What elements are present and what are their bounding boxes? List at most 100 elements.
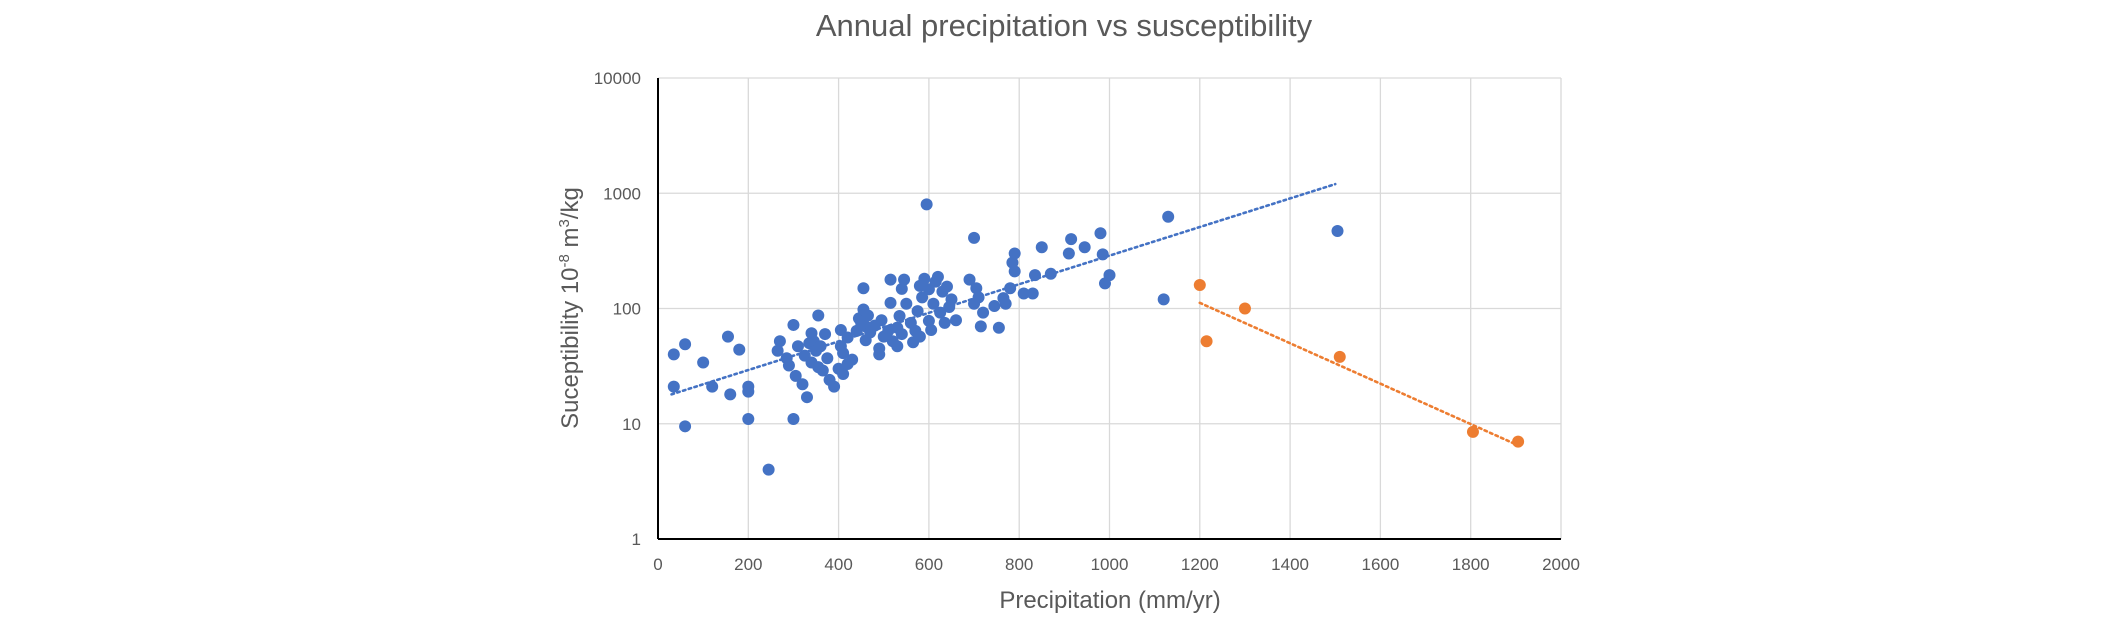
data-point-series-1 bbox=[922, 314, 935, 327]
data-point-series-1 bbox=[782, 359, 795, 372]
data-point-series-1 bbox=[911, 305, 924, 318]
data-point-series-1 bbox=[819, 328, 832, 341]
data-point-series-1 bbox=[846, 353, 859, 366]
y-axis-label-base: Suceptibility 10 bbox=[557, 267, 584, 428]
data-point-series-1 bbox=[841, 331, 854, 344]
data-point-series-1 bbox=[900, 297, 913, 310]
x-tick-labels: 0 200 400 600 800 1000 1200 1400 1600 1800 2000 bbox=[653, 555, 1580, 574]
data-point-series-1 bbox=[882, 324, 895, 337]
data-point-series-1 bbox=[949, 314, 962, 327]
data-point-series-1 bbox=[1017, 287, 1030, 300]
data-point-series-1 bbox=[742, 385, 755, 398]
data-point-series-1 bbox=[970, 282, 983, 295]
data-point-series-1 bbox=[812, 309, 825, 322]
trendline-series-1 bbox=[670, 182, 1337, 396]
data-point-series-1 bbox=[762, 463, 775, 476]
data-point-series-1 bbox=[861, 309, 874, 322]
x-tick-label: 1800 bbox=[1452, 555, 1490, 574]
data-point-series-1 bbox=[733, 343, 746, 356]
data-point-series-1 bbox=[667, 348, 680, 361]
gridlines bbox=[658, 77, 1562, 539]
data-point-series-1 bbox=[1044, 267, 1057, 280]
x-tick-label: 400 bbox=[824, 555, 852, 574]
data-point-series-1 bbox=[925, 324, 938, 337]
data-point-series-2 bbox=[1333, 350, 1346, 363]
data-point-series-2 bbox=[1193, 278, 1206, 291]
y-tick-label: 1 bbox=[632, 530, 641, 549]
x-tick-label: 200 bbox=[734, 555, 762, 574]
data-point-series-1 bbox=[916, 291, 929, 304]
data-point-series-1 bbox=[1162, 210, 1175, 223]
x-tick-label: 1400 bbox=[1271, 555, 1309, 574]
data-point-series-1 bbox=[771, 344, 784, 357]
data-point-series-1 bbox=[927, 297, 940, 310]
x-tick-label: 0 bbox=[653, 555, 662, 574]
data-point-series-1 bbox=[791, 340, 804, 353]
y-axis-label-sup2: 3 bbox=[556, 219, 573, 227]
data-point-series-1 bbox=[787, 318, 800, 331]
data-point-series-1 bbox=[667, 380, 680, 393]
trendlines bbox=[670, 182, 1520, 447]
data-point-series-1 bbox=[1026, 287, 1039, 300]
data-point-series-1 bbox=[988, 300, 1001, 313]
data-point-series-1 bbox=[972, 291, 985, 304]
data-point-series-1 bbox=[968, 231, 981, 244]
y-tick-label: 100 bbox=[613, 300, 641, 319]
y-tick-labels: 1 10 100 1000 10000 bbox=[594, 69, 641, 549]
data-point-series-1 bbox=[940, 280, 953, 293]
data-point-series-1 bbox=[875, 314, 888, 327]
data-point-series-1 bbox=[992, 321, 1005, 334]
data-point-series-1 bbox=[884, 296, 897, 309]
data-point-series-2 bbox=[1512, 435, 1525, 448]
data-point-series-1 bbox=[893, 310, 906, 323]
y-axis-label-end: /kg bbox=[557, 187, 584, 219]
data-point-series-1 bbox=[891, 340, 904, 353]
data-point-series-1 bbox=[828, 380, 841, 393]
data-point-series-2 bbox=[1238, 302, 1251, 315]
axes bbox=[657, 78, 1561, 540]
x-tick-label: 2000 bbox=[1542, 555, 1580, 574]
data-point-series-1 bbox=[999, 297, 1012, 310]
data-point-series-1 bbox=[721, 330, 734, 343]
data-point-series-1 bbox=[816, 364, 829, 377]
data-point-series-1 bbox=[789, 369, 802, 382]
data-point-series-1 bbox=[963, 273, 976, 286]
data-point-series-1 bbox=[1008, 247, 1021, 260]
data-point-series-1 bbox=[679, 338, 692, 351]
y-tick-label: 1000 bbox=[603, 184, 641, 203]
data-point-series-1 bbox=[857, 282, 870, 295]
data-point-series-2 bbox=[1466, 425, 1479, 438]
data-point-series-1 bbox=[920, 198, 933, 211]
chart-title: Annual precipitation vs susceptibility bbox=[815, 8, 1313, 43]
data-point-series-1 bbox=[934, 306, 947, 319]
data-point-series-1 bbox=[821, 352, 834, 365]
data-point-series-1 bbox=[800, 391, 813, 404]
trendline-series-2 bbox=[1198, 301, 1520, 447]
data-point-series-1 bbox=[873, 348, 886, 361]
x-tick-label: 1000 bbox=[1091, 555, 1129, 574]
data-point-series-2 bbox=[1200, 335, 1213, 348]
data-point-series-1 bbox=[706, 380, 719, 393]
data-point-series-1 bbox=[1062, 247, 1075, 260]
y-axis-label-sup1: -8 bbox=[556, 254, 573, 267]
data-point-series-1 bbox=[679, 420, 692, 433]
data-point-series-1 bbox=[1004, 282, 1017, 295]
data-points bbox=[667, 198, 1525, 476]
data-point-series-1 bbox=[724, 388, 737, 401]
data-point-series-1 bbox=[1103, 269, 1116, 282]
data-point-series-1 bbox=[895, 328, 908, 341]
data-point-series-1 bbox=[918, 272, 931, 285]
x-tick-label: 800 bbox=[1005, 555, 1033, 574]
y-tick-label: 10 bbox=[622, 415, 641, 434]
x-tick-label: 1200 bbox=[1181, 555, 1219, 574]
data-point-series-1 bbox=[898, 273, 911, 286]
data-point-series-1 bbox=[945, 293, 958, 306]
data-point-series-1 bbox=[837, 368, 850, 381]
data-point-series-1 bbox=[1331, 225, 1344, 238]
data-point-series-1 bbox=[773, 335, 786, 348]
y-tick-label: 10000 bbox=[594, 69, 641, 88]
data-point-series-1 bbox=[697, 356, 710, 369]
data-point-series-1 bbox=[1094, 227, 1107, 240]
